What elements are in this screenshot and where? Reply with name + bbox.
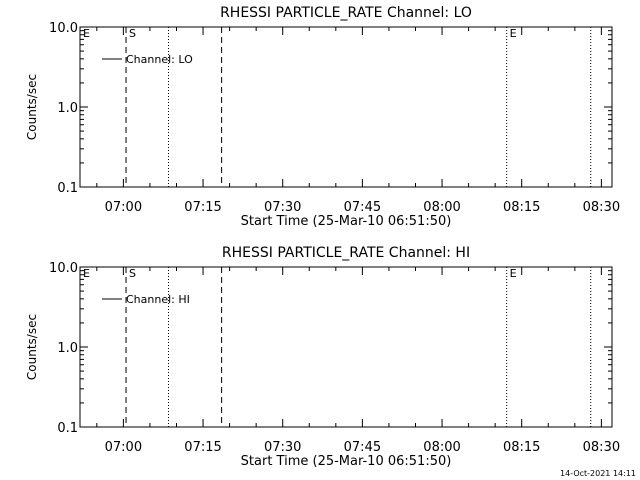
y-tick-label: 0.1 — [57, 421, 78, 436]
y-tick-label: 1.0 — [57, 341, 78, 356]
chart-panel-1: RHESSI PARTICLE_RATE Channel: LO Counts/s… — [25, 5, 620, 229]
x-tick-label: 08:30 — [583, 440, 620, 455]
event-marker-label: E — [510, 27, 517, 40]
chart-title: RHESSI PARTICLE_RATE Channel: HI — [222, 245, 470, 261]
event-marker-label: E — [510, 267, 517, 280]
x-tick-label: 07:00 — [105, 440, 142, 455]
x-tick-label: 07:45 — [344, 440, 381, 455]
chart-panel-2: RHESSI PARTICLE_RATE Channel: HI Counts/s… — [25, 245, 620, 469]
chart-title: RHESSI PARTICLE_RATE Channel: LO — [220, 5, 472, 21]
event-marker-label: S — [129, 27, 136, 40]
x-tick-label: 07:15 — [184, 200, 221, 215]
x-tick-label: 08:15 — [503, 200, 540, 215]
x-tick-label: 07:00 — [105, 200, 142, 215]
y-axis-label: Counts/sec — [25, 74, 39, 140]
y-tick-label: 1.0 — [57, 101, 78, 116]
event-marker-label: E — [83, 27, 90, 40]
y-axis-label: Counts/sec — [25, 314, 39, 380]
x-tick-label: 07:45 — [344, 200, 381, 215]
event-marker-label: S — [129, 267, 136, 280]
x-tick-label: 07:30 — [264, 440, 301, 455]
legend-entry: Channel: HI — [126, 293, 190, 306]
x-axis-label: Start Time (25-Mar-10 06:51:50) — [241, 214, 452, 229]
x-tick-label: 07:30 — [264, 200, 301, 215]
x-axis-label: Start Time (25-Mar-10 06:51:50) — [241, 454, 452, 469]
event-marker-label: E — [83, 267, 90, 280]
x-tick-label: 07:15 — [184, 440, 221, 455]
x-tick-label: 08:30 — [583, 200, 620, 215]
legend-entry: Channel: LO — [126, 53, 193, 66]
x-tick-label: 08:00 — [423, 200, 460, 215]
plot-timestamp: 14-Oct-2021 14:11 — [560, 469, 636, 478]
y-tick-label: 0.1 — [57, 181, 78, 196]
x-tick-label: 08:00 — [423, 440, 460, 455]
y-tick-label: 10.0 — [49, 261, 78, 276]
y-tick-label: 10.0 — [49, 21, 78, 36]
x-tick-label: 08:15 — [503, 440, 540, 455]
